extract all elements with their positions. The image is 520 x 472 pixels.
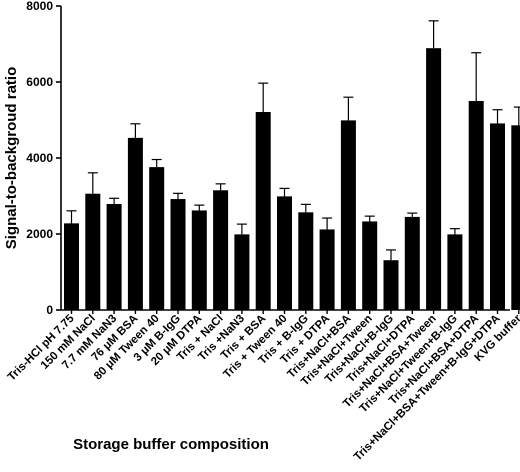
bar [277, 196, 292, 310]
y-axis-title: Signal-to-backgroud ratio [3, 67, 20, 250]
bar [127, 137, 143, 310]
y-tick-label: 6000 [26, 75, 53, 89]
bar [106, 203, 122, 310]
y-tick-label: 0 [46, 303, 53, 317]
bar [255, 112, 271, 311]
bar [362, 221, 378, 310]
bar [383, 260, 399, 310]
bar [426, 48, 442, 311]
bar [85, 193, 101, 310]
bar [447, 234, 463, 310]
bar [213, 190, 229, 310]
bar [191, 210, 207, 310]
bar [319, 229, 335, 310]
bar [511, 125, 520, 310]
bar [490, 123, 505, 310]
bar [404, 216, 420, 310]
bar [234, 234, 250, 310]
y-tick-label: 2000 [26, 227, 53, 241]
bar [340, 120, 356, 310]
y-axis: 0 2000 4000 6000 8000 [26, 0, 62, 317]
bar [149, 167, 165, 310]
bar [298, 212, 314, 310]
x-axis-title: Storage buffer composition [73, 436, 269, 453]
bar [170, 199, 186, 310]
y-tick-label: 4000 [26, 151, 53, 165]
bar [468, 101, 484, 310]
y-tick-label: 8000 [26, 0, 53, 13]
bars [64, 20, 520, 311]
bar [64, 223, 79, 310]
